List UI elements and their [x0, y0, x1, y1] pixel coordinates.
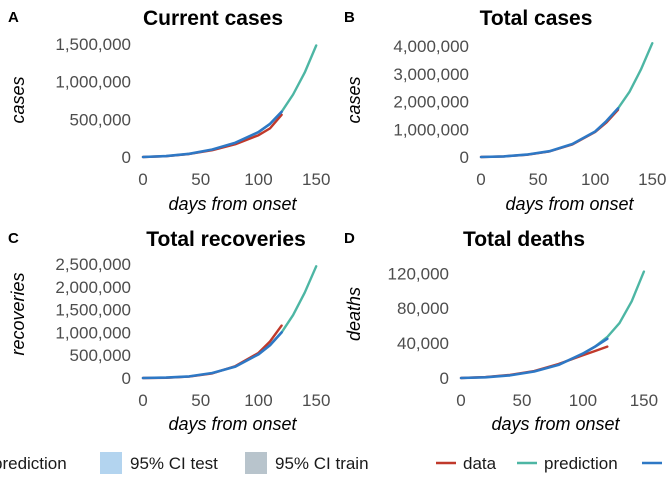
legend-item-prediction2: prediction [517, 454, 618, 473]
x-tick-label: 100 [569, 391, 597, 410]
x-axis-label: days from onset [491, 414, 620, 434]
legend-swatch-ci_train [245, 452, 267, 474]
legend-item-ci_test: 95% CI test [100, 452, 218, 474]
x-axis-label: days from onset [168, 194, 297, 214]
y-tick-label: 1,500,000 [55, 301, 131, 320]
legend-label-prediction2: prediction [544, 454, 618, 473]
panel-b: B Total cases 0 1,000,000 2,000,000 3,000,000… [344, 7, 666, 214]
x-tick-label: 100 [581, 170, 609, 189]
y-tick-label: 2,000,000 [393, 93, 469, 112]
panel-letter: B [344, 9, 355, 26]
panel-c: C Total recoveries 0 500,000 1,000,000 1,500,… [8, 228, 330, 434]
y-tick-label: 500,000 [70, 110, 131, 129]
x-tick-label: 150 [302, 170, 330, 189]
series-fit-line [141, 110, 283, 159]
y-tick-label: 2,000,000 [55, 278, 131, 297]
y-tick-label: 500,000 [70, 346, 131, 365]
x-tick-label: 150 [302, 391, 330, 410]
x-tick-label: 50 [191, 170, 210, 189]
series-fit-line [459, 337, 609, 380]
y-tick-label: 0 [460, 148, 469, 167]
panel-letter: C [8, 230, 19, 247]
series-prediction-line [257, 44, 318, 134]
panel-title: Total recoveries [146, 228, 306, 251]
x-tick-label: 0 [476, 170, 485, 189]
x-tick-label: 150 [638, 170, 666, 189]
legend-label-prediction: prediction [0, 454, 67, 473]
legend-swatch-ci_test [100, 452, 122, 474]
x-tick-label: 50 [513, 391, 532, 410]
y-tick-label: 40,000 [397, 334, 449, 353]
panel-d: D Total deaths 0 40,000 80,000 120,000 0 50 100 1… [344, 228, 658, 434]
y-tick-label: 80,000 [397, 299, 449, 318]
y-tick-label: 2,500,000 [55, 255, 131, 274]
y-axis-label: cases [8, 76, 28, 123]
y-tick-label: 0 [122, 148, 131, 167]
legend-label-ci_test: 95% CI test [130, 454, 218, 473]
y-tick-label: 3,000,000 [393, 65, 469, 84]
y-tick-label: 1,000,000 [55, 73, 131, 92]
legend: prediction 95% CI test 95% CI train data pre… [0, 452, 662, 474]
legend-label-ci_train: 95% CI train [275, 454, 369, 473]
panel-title: Total cases [480, 7, 593, 30]
x-tick-label: 100 [244, 170, 272, 189]
series-fit-line [141, 331, 283, 380]
panel-a: A Current cases 0 500,000 1,000,000 1,500,000… [8, 7, 330, 214]
panel-title: Total deaths [463, 228, 585, 251]
y-tick-label: 4,000,000 [393, 37, 469, 56]
x-tick-label: 0 [138, 170, 147, 189]
x-axis-label: days from onset [168, 414, 297, 434]
y-tick-label: 1,000,000 [393, 120, 469, 139]
x-tick-label: 100 [244, 391, 272, 410]
series-fit-line [479, 107, 620, 159]
y-axis-label: cases [344, 76, 364, 123]
legend-item-ci_train: 95% CI train [245, 452, 369, 474]
y-tick-label: 1,500,000 [55, 35, 131, 54]
x-tick-label: 50 [529, 170, 548, 189]
y-tick-label: 120,000 [388, 264, 449, 283]
x-tick-label: 0 [456, 391, 465, 410]
y-tick-label: 0 [440, 369, 449, 388]
y-tick-label: 1,000,000 [55, 323, 131, 342]
legend-label-data: data [463, 454, 497, 473]
series-prediction-line [257, 265, 318, 356]
legend-item-data: data [436, 454, 497, 473]
x-tick-label: 150 [630, 391, 658, 410]
y-axis-label: recoveries [8, 272, 28, 355]
panel-title: Current cases [143, 7, 283, 30]
panel-letter: D [344, 230, 355, 247]
legend-item-prediction: prediction [0, 454, 67, 473]
y-axis-label: deaths [344, 287, 364, 341]
y-tick-label: 0 [122, 369, 131, 388]
x-tick-label: 50 [191, 391, 210, 410]
x-tick-label: 0 [138, 391, 147, 410]
series-prediction-line [605, 42, 654, 123]
x-axis-label: days from onset [505, 194, 634, 214]
panel-letter: A [8, 9, 19, 26]
